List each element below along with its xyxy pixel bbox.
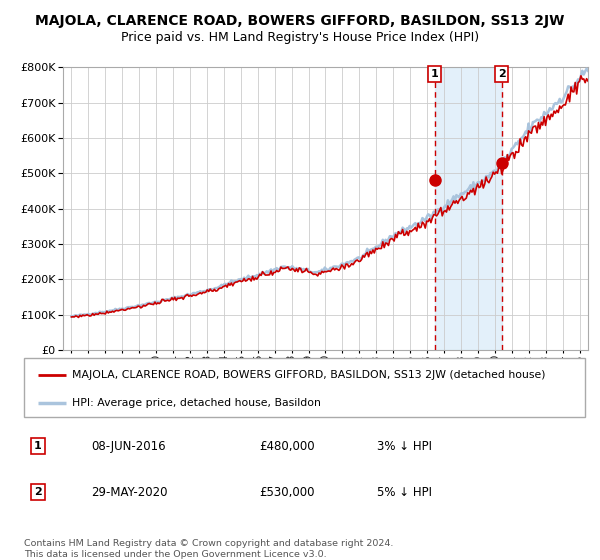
Text: 29-MAY-2020: 29-MAY-2020 xyxy=(91,486,168,498)
Bar xyxy=(434,67,502,350)
Text: 3% ↓ HPI: 3% ↓ HPI xyxy=(377,440,433,452)
Text: 1: 1 xyxy=(431,69,439,79)
Text: £480,000: £480,000 xyxy=(260,440,315,452)
Text: 08-JUN-2016: 08-JUN-2016 xyxy=(91,440,166,452)
Text: Contains HM Land Registry data © Crown copyright and database right 2024.: Contains HM Land Registry data © Crown c… xyxy=(24,539,394,548)
Text: 2: 2 xyxy=(34,487,42,497)
Text: This data is licensed under the Open Government Licence v3.0.: This data is licensed under the Open Gov… xyxy=(24,550,326,559)
Text: Price paid vs. HM Land Registry's House Price Index (HPI): Price paid vs. HM Land Registry's House … xyxy=(121,31,479,44)
Text: 5% ↓ HPI: 5% ↓ HPI xyxy=(377,486,433,498)
Text: MAJOLA, CLARENCE ROAD, BOWERS GIFFORD, BASILDON, SS13 2JW (detached house): MAJOLA, CLARENCE ROAD, BOWERS GIFFORD, B… xyxy=(71,370,545,380)
Text: 2: 2 xyxy=(498,69,506,79)
Text: 1: 1 xyxy=(34,441,42,451)
Text: HPI: Average price, detached house, Basildon: HPI: Average price, detached house, Basi… xyxy=(71,398,320,408)
Text: MAJOLA, CLARENCE ROAD, BOWERS GIFFORD, BASILDON, SS13 2JW: MAJOLA, CLARENCE ROAD, BOWERS GIFFORD, B… xyxy=(35,14,565,28)
Text: £530,000: £530,000 xyxy=(260,486,315,498)
